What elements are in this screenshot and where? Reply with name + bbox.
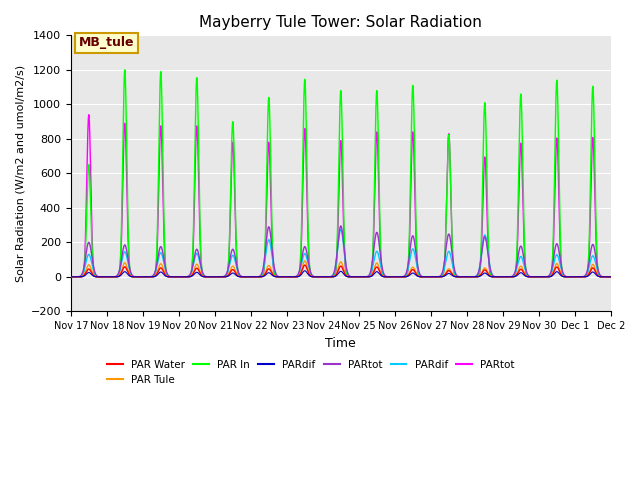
X-axis label: Time: Time bbox=[325, 336, 356, 349]
Text: MB_tule: MB_tule bbox=[79, 36, 134, 49]
Legend: PAR Water, PAR Tule, PAR In, PARdif, PARtot, PARdif, PARtot: PAR Water, PAR Tule, PAR In, PARdif, PAR… bbox=[103, 355, 519, 389]
Title: Mayberry Tule Tower: Solar Radiation: Mayberry Tule Tower: Solar Radiation bbox=[199, 15, 482, 30]
Y-axis label: Solar Radiation (W/m2 and umol/m2/s): Solar Radiation (W/m2 and umol/m2/s) bbox=[15, 65, 25, 282]
